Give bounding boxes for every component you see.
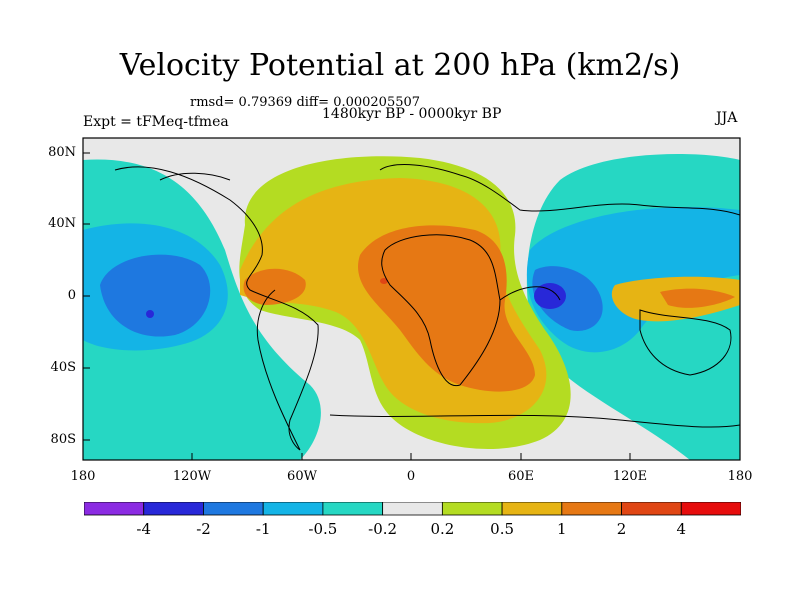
colorbar-swatch xyxy=(382,502,443,516)
lon-tick-0: 0 xyxy=(406,469,416,484)
period-subtitle: 1480kyr BP - 0000kyr BP xyxy=(322,106,502,122)
lat-tick-0: 0 xyxy=(67,288,76,303)
lat-tick-40s: 40S xyxy=(50,360,76,375)
colorbar-swatch xyxy=(143,502,204,516)
colorbar-label: -4 xyxy=(136,520,151,538)
contour-pos-inner-west xyxy=(243,268,306,305)
colorbar-label: 0.5 xyxy=(490,520,515,538)
contour-neg-west-core xyxy=(100,254,211,337)
colorbar-swatch xyxy=(561,502,622,516)
colorbar-swatch xyxy=(501,502,563,516)
colorbar-label: 4 xyxy=(676,520,687,538)
lon-tick-60w: 60W xyxy=(287,469,317,484)
contour-neg-east-peak xyxy=(534,283,566,309)
colorbar-swatch xyxy=(322,502,384,516)
contour-neg-east-core xyxy=(532,266,603,331)
map-title: Velocity Potential at 200 hPa (km2/s) xyxy=(119,48,681,83)
colorbar-label: -0.5 xyxy=(308,520,338,538)
colorbar-swatch xyxy=(203,502,264,516)
lon-tick-60e: 60E xyxy=(507,469,535,484)
stats-subtitle: rmsd= 0.79369 diff= 0.000205507 xyxy=(190,95,421,110)
axis-ticks xyxy=(83,152,631,460)
lon-tick-120w: 120W xyxy=(172,469,212,484)
lat-tick-80s: 80S xyxy=(50,432,76,447)
colorbar xyxy=(84,502,741,516)
lon-tick-120e: 120E xyxy=(612,469,648,484)
lat-tick-80n: 80N xyxy=(48,145,76,160)
lon-tick-180w: 180 xyxy=(70,469,96,484)
contour-fill-layer xyxy=(83,138,740,460)
colorbar-swatch xyxy=(262,502,324,516)
lat-tick-40n: 40N xyxy=(48,216,76,231)
contour-neg-west-peak xyxy=(146,310,154,318)
colorbar-swatch xyxy=(441,502,503,516)
colorbar-label: -2 xyxy=(196,520,211,538)
colorbar-label: 0.2 xyxy=(430,520,455,538)
contour-pos-inner xyxy=(358,225,535,392)
colorbar-swatch xyxy=(621,502,682,516)
season-label: JJA xyxy=(716,110,738,126)
colorbar-label: 2 xyxy=(616,520,627,538)
colorbar-label: -1 xyxy=(255,520,271,538)
contour-pos-peak xyxy=(380,278,388,284)
experiment-label: Expt = tFMeq-tfmea xyxy=(83,114,229,130)
colorbar-swatch xyxy=(680,502,741,516)
coastlines xyxy=(114,164,740,451)
lon-tick-180e: 180 xyxy=(727,469,753,484)
colorbar-label: 1 xyxy=(557,520,567,538)
colorbar-swatch xyxy=(84,502,145,516)
contour-pos-pacific-inner xyxy=(660,288,735,308)
colorbar-label: -0.2 xyxy=(368,520,398,538)
